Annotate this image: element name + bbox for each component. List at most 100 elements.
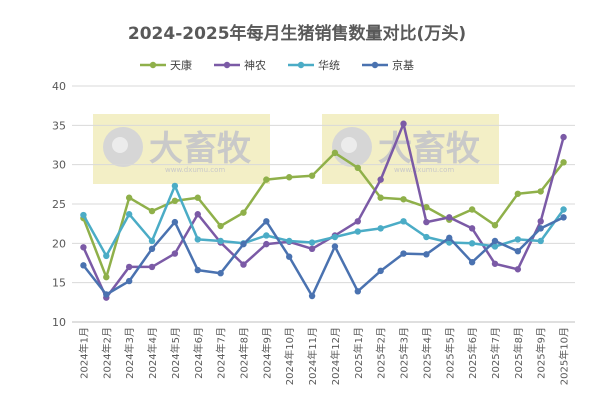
x-tick-label-22: 2025年10月: [558, 327, 571, 385]
data-point-s2-8: [240, 261, 247, 268]
y-tick-label-10: 10: [52, 316, 66, 329]
data-point-s1-4: [148, 207, 156, 215]
x-tick-label-8: 2024年8月: [237, 327, 250, 379]
data-point-s3-12: [331, 233, 339, 241]
data-point-s1-18: [468, 206, 476, 213]
x-tick-label-7: 2024年7月: [215, 327, 228, 379]
legend-item-3: 华统: [288, 58, 340, 72]
legend-item-1: 天康: [140, 58, 192, 72]
legend-marker: [297, 61, 305, 69]
data-point-s4-4: [148, 245, 156, 253]
data-point-s3-18: [468, 240, 476, 247]
y-tick-label-15: 15: [52, 277, 66, 290]
data-point-s4-22: [560, 214, 567, 221]
x-tick-label-1: 2024年1月: [77, 327, 90, 379]
data-point-s4-18: [468, 259, 476, 266]
data-point-s2-18: [468, 225, 476, 232]
data-point-s2-4: [148, 263, 156, 271]
y-tick-label-35: 35: [52, 119, 66, 132]
data-point-s2-13: [354, 218, 361, 225]
data-point-s2-3: [125, 263, 133, 271]
watermark-text: 大畜牧: [378, 129, 481, 169]
watermark-subtext: www.dxumu.com: [165, 166, 225, 174]
data-point-s3-15: [400, 218, 407, 225]
data-point-s4-19: [491, 237, 499, 245]
data-point-s4-6: [194, 266, 201, 274]
data-point-s4-17: [446, 234, 453, 242]
x-tick-label-21: 2025年9月: [535, 327, 548, 379]
x-tick-label-18: 2025年6月: [466, 327, 479, 379]
data-point-s2-19: [491, 260, 499, 267]
data-point-s3-1: [80, 211, 87, 219]
data-point-s4-20: [514, 248, 522, 255]
x-tick-label-12: 2024年12月: [329, 327, 342, 385]
data-point-s2-9: [263, 240, 270, 248]
data-point-s4-21: [537, 225, 544, 232]
data-point-s4-12: [331, 243, 339, 250]
data-point-s1-14: [377, 194, 384, 201]
legend-label: 神农: [244, 58, 266, 72]
data-point-s2-6: [194, 211, 201, 218]
y-axis: 10 15 20 25 30 35 40: [52, 80, 66, 329]
data-point-s1-5: [171, 197, 179, 205]
data-point-s2-5: [171, 250, 179, 257]
series-line-4: [82, 216, 565, 298]
data-point-s4-8: [240, 240, 247, 248]
data-point-s2-14: [377, 176, 384, 183]
x-tick-label-14: 2025年2月: [375, 327, 388, 379]
legend-marker: [149, 61, 157, 69]
data-point-s1-2: [103, 273, 110, 281]
legend-marker: [371, 61, 379, 69]
x-tick-label-15: 2025年3月: [398, 327, 411, 379]
data-point-s3-9: [263, 232, 270, 239]
data-point-s4-2: [103, 291, 110, 298]
data-point-s2-11: [308, 245, 316, 253]
data-point-s4-3: [125, 277, 133, 285]
data-point-s1-19: [491, 222, 499, 229]
data-point-s3-14: [377, 225, 384, 232]
x-tick-label-17: 2025年5月: [443, 327, 456, 379]
x-tick-label-9: 2024年9月: [260, 327, 273, 379]
legend: 天康 神农 华统 京基: [140, 58, 414, 72]
series-line-3: [82, 184, 565, 258]
watermark-text: 大畜牧: [149, 129, 252, 169]
data-point-s4-5: [171, 218, 179, 226]
x-tick-label-5: 2024年5月: [169, 327, 182, 379]
x-tick-label-13: 2025年1月: [352, 327, 365, 379]
data-point-s3-22: [560, 206, 567, 213]
data-point-s4-11: [308, 292, 316, 300]
data-point-s2-22: [560, 133, 567, 141]
data-point-s1-12: [331, 149, 339, 157]
x-tick-label-6: 2024年6月: [192, 327, 205, 379]
data-point-s1-10: [286, 174, 293, 181]
legend-marker: [223, 61, 231, 69]
y-tick-label-30: 30: [52, 159, 66, 172]
data-point-s1-22: [560, 159, 567, 166]
data-point-s2-15: [400, 120, 407, 127]
data-point-s3-21: [537, 237, 544, 245]
data-point-s4-14: [377, 267, 384, 275]
legend-item-4: 京基: [362, 58, 414, 72]
data-point-s4-16: [423, 251, 430, 258]
chart-title: 2024-2025年每月生猪销售数量对比(万头): [128, 23, 466, 44]
data-point-s1-13: [354, 164, 361, 172]
data-point-s4-10: [286, 253, 293, 260]
watermark-logo-inner-icon: [112, 137, 128, 153]
data-point-s3-4: [148, 237, 156, 245]
watermark-logo-inner-icon: [341, 137, 357, 153]
x-tick-label-10: 2024年10月: [283, 327, 296, 385]
data-point-s4-1: [80, 262, 87, 269]
legend-label: 京基: [392, 58, 414, 72]
data-point-s3-7: [217, 237, 224, 245]
legend-label: 天康: [170, 58, 192, 72]
data-point-s4-15: [400, 250, 407, 257]
x-axis: 2024年1月 2024年2月 2024年3月 2024年4月 2024年5月 2024年…: [77, 327, 570, 385]
legend-label: 华统: [318, 58, 340, 72]
data-point-s4-13: [354, 288, 361, 295]
data-point-s3-13: [354, 228, 361, 235]
data-point-s1-3: [125, 194, 133, 201]
data-point-s3-2: [103, 252, 110, 260]
